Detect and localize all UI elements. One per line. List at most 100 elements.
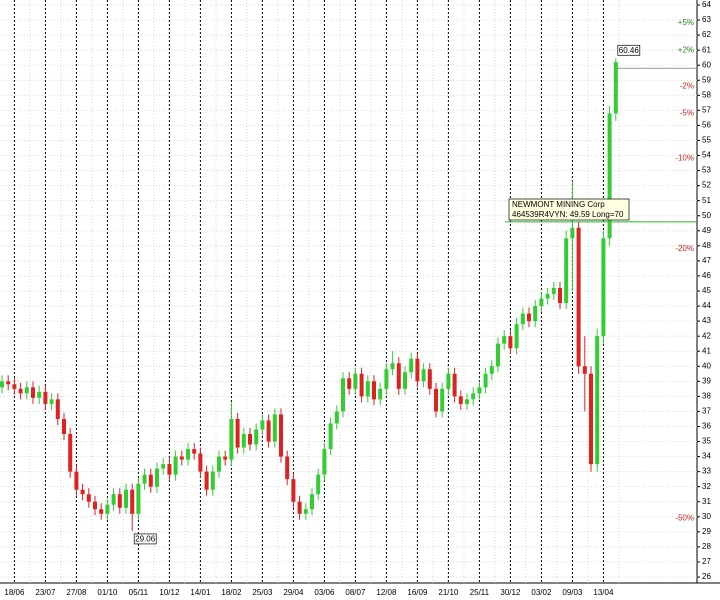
candle-body [322,449,327,475]
candle-body [477,387,482,394]
candle-body [514,324,519,349]
y-tick-label: 34 [702,452,711,461]
annotation-label: 29.06 [135,535,156,544]
candle-body [316,474,321,495]
y-tick-label: 51 [702,196,711,205]
percent-level-label: -2% [680,81,694,90]
candle-body [471,393,476,400]
y-tick-label: 39 [702,376,711,385]
x-tick-label: 12/08 [376,588,397,597]
candle-body [483,373,488,388]
candle-body [520,313,525,325]
candle-body [260,420,265,430]
candle-body [334,411,339,424]
y-tick-label: 30 [702,512,711,521]
x-tick-label: 30/12 [500,588,521,597]
candle-body [49,399,54,404]
candle-body [248,434,252,445]
x-tick-label: 29/04 [283,588,304,597]
percent-level-label: -5% [680,108,694,117]
x-tick-label: 01/10 [97,588,118,597]
y-tick-label: 64 [702,0,711,9]
candle-body [142,474,147,484]
candle-body [192,449,197,454]
y-tick-label: 38 [702,391,711,400]
candle-body [372,381,376,400]
candle-body [341,378,345,412]
candle-body [489,366,494,374]
candle-body [409,358,414,373]
candle-body [551,287,556,295]
y-tick-label: 59 [702,75,711,84]
annotation-box [133,533,157,545]
candle-body [74,471,79,490]
x-tick-label: 03/02 [531,588,552,597]
candle-body [167,464,172,475]
candle-body [272,414,277,442]
y-tick-label: 56 [702,121,711,130]
x-tick-label: 18/02 [221,588,242,597]
candle-body [86,494,91,502]
percent-level-label: +2% [678,45,694,54]
candle-body [18,388,23,394]
candle-body [359,373,364,397]
candle-body [31,387,35,398]
candle-body [179,456,184,460]
tooltip-text: 464539R4VYN: 49.59 Long=70 [512,210,624,219]
y-tick-label: 33 [702,467,711,476]
y-tick-label: 58 [702,90,711,99]
candle-body [527,313,531,322]
tooltip-title: NEWMONT MINING Corp [512,200,605,209]
candle-body [378,388,383,400]
candle-body [607,113,612,239]
candle-body [117,494,122,508]
candle-body [545,294,550,299]
candle-body [12,384,17,389]
candle-body [80,489,85,495]
x-tick-label: 21/10 [438,588,459,597]
candle-body [217,456,221,472]
y-tick-label: 36 [702,422,711,431]
candle-body [204,471,209,490]
y-tick-label: 57 [702,105,711,114]
candle-body [465,399,469,404]
candle-body [415,358,420,382]
percent-level-label: +5% [678,18,694,27]
y-tick-label: 41 [702,346,711,355]
candle-body [353,373,358,389]
candle-body [595,336,600,465]
candle-body [285,456,290,480]
candle-body [155,468,159,487]
x-tick-label: 14/01 [190,588,211,597]
y-tick-label: 26 [702,572,711,581]
candle-body [452,373,457,397]
y-tick-label: 60 [702,60,711,69]
y-tick-label: 37 [702,407,711,416]
candle-body [161,464,166,469]
candle-body [62,418,66,434]
y-tick-label: 32 [702,482,711,491]
candle-body [576,227,581,367]
x-tick-label: 27/08 [66,588,87,597]
candle-body [328,423,333,450]
candle-body [347,378,352,389]
candle-body [124,489,128,508]
candle-body [68,434,73,472]
candle-body [570,227,575,239]
candle-body [291,479,296,502]
y-tick-label: 63 [702,15,711,24]
y-tick-label: 44 [702,301,711,310]
candle-body [6,381,11,385]
candle-body [254,429,259,445]
candle-body [297,501,302,514]
y-tick-label: 45 [702,286,711,295]
candle-body [229,418,234,460]
candle-body [0,381,4,388]
candle-body [427,369,432,389]
candle-body [564,238,569,304]
candle-body [99,509,104,514]
candle-body [24,387,29,394]
candle-body [93,501,97,510]
candle-body [458,396,463,404]
